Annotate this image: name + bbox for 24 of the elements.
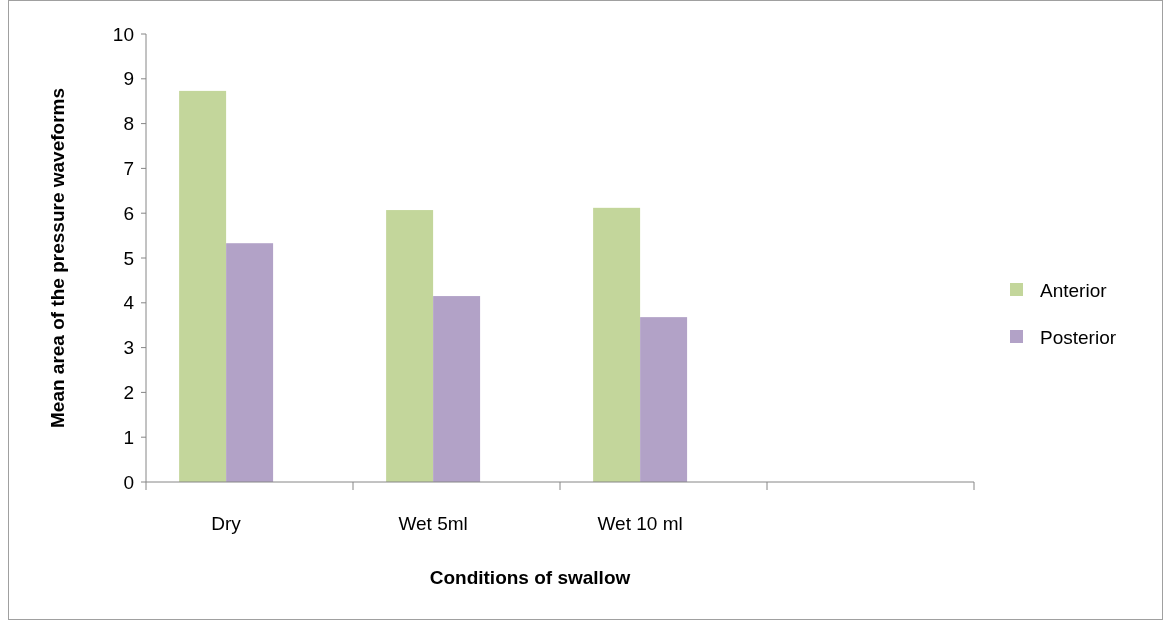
x-tick-label: Dry <box>211 513 242 534</box>
y-tick-label: 8 <box>123 113 134 135</box>
y-tick-label: 5 <box>123 247 134 269</box>
bar <box>226 243 274 482</box>
bar <box>433 296 481 482</box>
y-tick-label: 7 <box>123 158 134 180</box>
bar <box>179 90 227 482</box>
legend-label: Anterior <box>1040 279 1108 301</box>
x-tick-label: Wet 10 ml <box>597 513 683 534</box>
x-tick-label: Wet 5ml <box>398 513 468 534</box>
bar <box>386 210 434 482</box>
y-tick-label: 2 <box>123 382 134 404</box>
y-tick-label: 1 <box>123 426 134 448</box>
y-tick-label: 9 <box>123 68 134 90</box>
y-tick-label: 3 <box>123 337 134 359</box>
x-axis-title: Conditions of swallow <box>429 567 631 588</box>
y-tick-label: 10 <box>112 23 134 45</box>
y-tick-label: 0 <box>123 471 134 493</box>
y-axis-title: Mean area of the pressure waveforms <box>47 87 68 429</box>
bar <box>593 207 641 482</box>
y-tick-label: 4 <box>123 292 135 314</box>
y-tick-label: 6 <box>123 202 134 224</box>
legend-label: Posterior <box>1040 326 1117 348</box>
bar <box>640 317 688 482</box>
